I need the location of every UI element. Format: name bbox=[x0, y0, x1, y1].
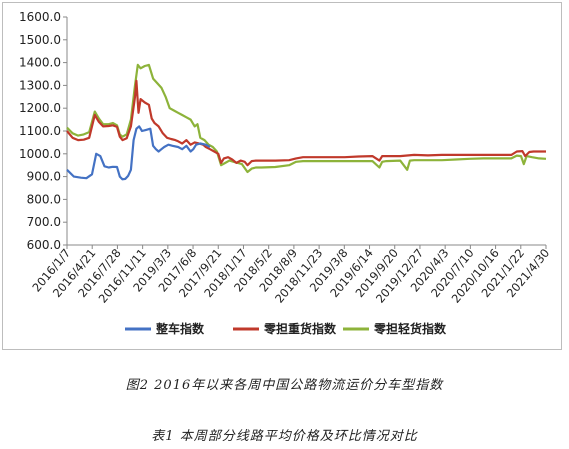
y-tick-label: 900.0 bbox=[27, 170, 61, 184]
y-tick-label: 700.0 bbox=[27, 215, 61, 229]
series-line-1 bbox=[66, 125, 211, 181]
y-tick-label: 1500.0 bbox=[19, 33, 61, 47]
line-chart: 600.0 700.0 800.0 900.0 1000.0 1100.0 1200.0 13… bbox=[19, 10, 552, 336]
y-tick-label: 1100.0 bbox=[19, 124, 61, 138]
table-caption: 表1 本周部分线路平均价格及环比情况对比 bbox=[151, 429, 418, 444]
y-tick-label: 800.0 bbox=[27, 192, 61, 206]
y-tick-label: 1200.0 bbox=[19, 101, 61, 115]
chart-frame: 600.0 700.0 800.0 900.0 1000.0 1100.0 1200.0 13… bbox=[2, 2, 562, 350]
chart-series bbox=[66, 63, 547, 181]
legend-label: 零担轻货指数 bbox=[373, 321, 447, 336]
y-tick-label: 1600.0 bbox=[19, 10, 61, 24]
y-tick-label: 1300.0 bbox=[19, 78, 61, 92]
chart-axes bbox=[66, 17, 546, 246]
legend-label: 零担重货指数 bbox=[263, 321, 337, 336]
figure-caption: 图2 2016年以来各周中国公路物流运价分车型指数 bbox=[125, 378, 444, 393]
series-line-3 bbox=[66, 63, 547, 174]
y-tick-label: 1400.0 bbox=[19, 56, 61, 70]
series-line-2 bbox=[66, 79, 546, 167]
chart-legend: 整车指数 零担重货指数 零担轻货指数 bbox=[125, 321, 447, 336]
legend-label: 整车指数 bbox=[155, 321, 205, 336]
y-tick-label: 600.0 bbox=[27, 238, 61, 252]
y-axis-ticks: 600.0 700.0 800.0 900.0 1000.0 1100.0 1200.0 13… bbox=[19, 10, 67, 252]
y-tick-label: 1000.0 bbox=[19, 147, 61, 161]
x-axis-ticks: 2016/1/72016/4/212016/7/282016/11/112019… bbox=[29, 245, 552, 306]
